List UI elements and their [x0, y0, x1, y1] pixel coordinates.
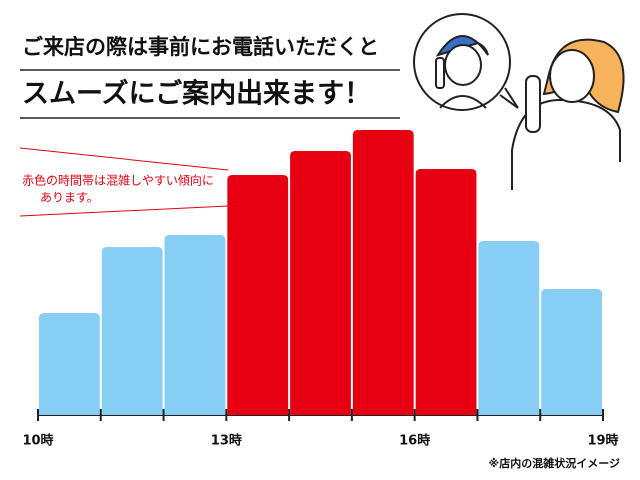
annotation-line [19, 147, 229, 171]
bar [352, 130, 414, 415]
headline: ご来店の際は事前にお電話いただくと [22, 35, 379, 59]
x-tick-label: 13時 [211, 433, 242, 449]
bar [101, 247, 163, 415]
annotation-line [19, 205, 229, 217]
bar [478, 241, 540, 415]
x-tick-label: 16時 [399, 433, 430, 449]
footnote: ※店内の混雑状況イメージ [489, 456, 620, 470]
illustration [413, 13, 625, 190]
bar [39, 313, 100, 415]
x-tick-label: 19時 [587, 433, 618, 449]
bar [415, 169, 477, 415]
annotation: 赤色の時間帯は混雑しやすい傾向に [22, 173, 214, 188]
x-tick-label: 10時 [22, 433, 53, 449]
bar [290, 151, 351, 415]
bar [227, 175, 289, 415]
bar [164, 235, 226, 415]
bar [541, 289, 602, 415]
annotation: あります。 [40, 191, 99, 205]
headline: スムーズにご案内出来ます！ [22, 78, 371, 110]
